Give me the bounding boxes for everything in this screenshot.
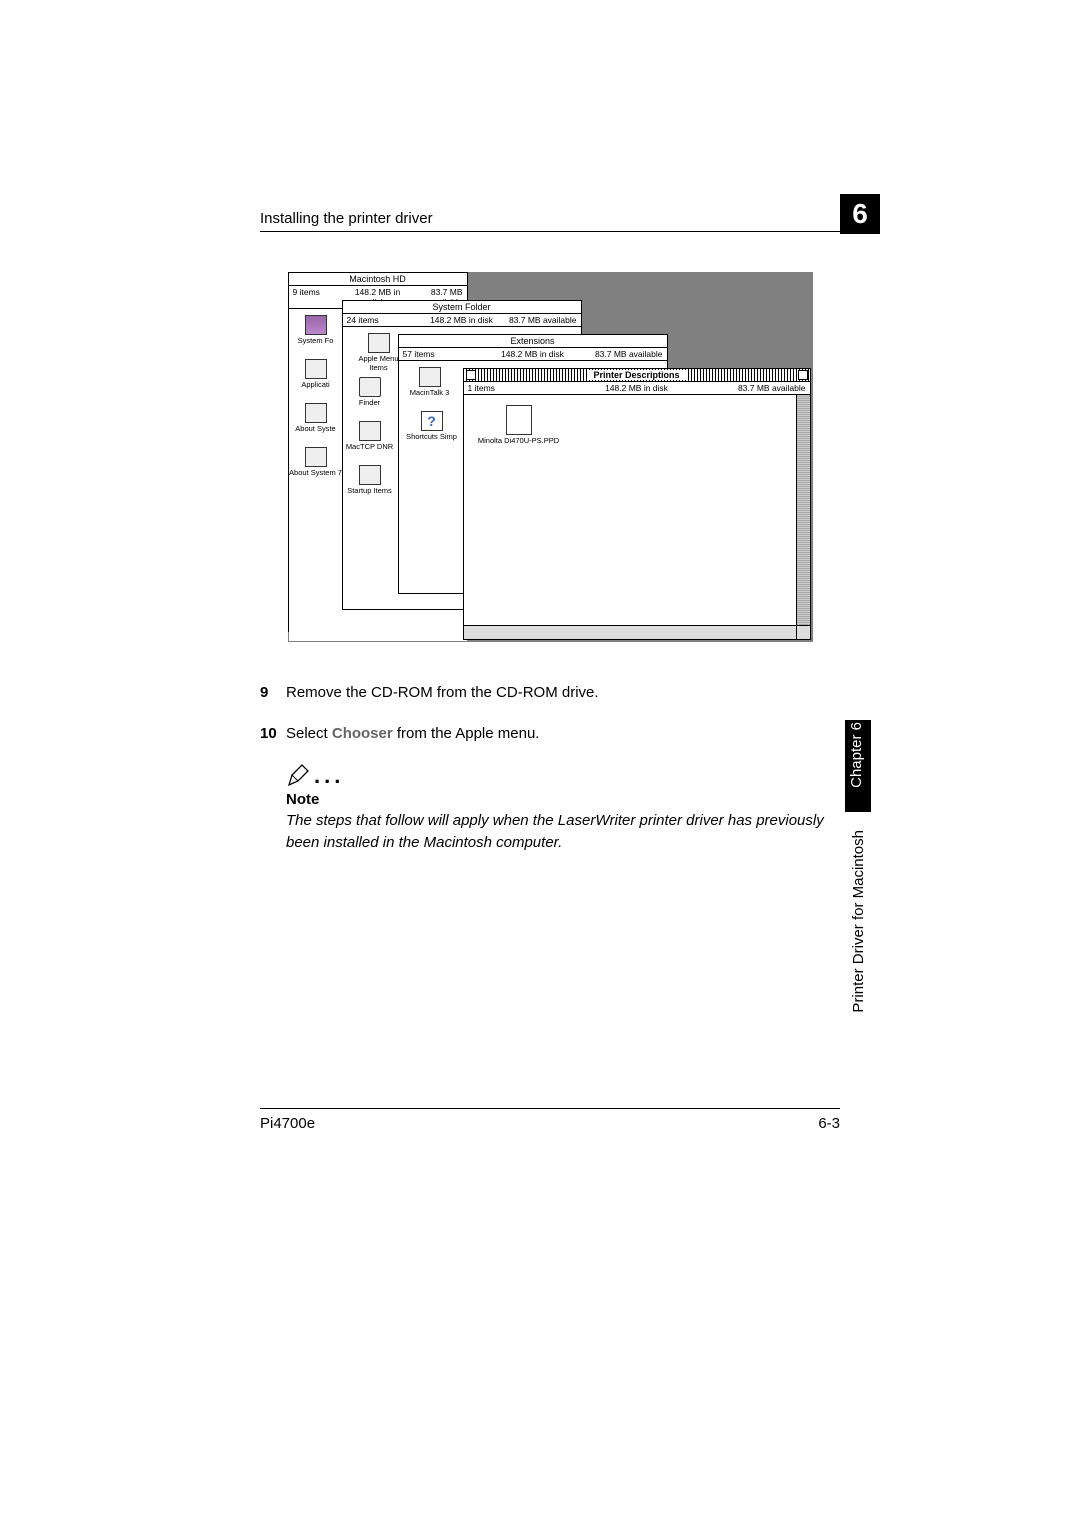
- step-number: 10: [260, 723, 286, 746]
- zoom-box-icon[interactable]: [798, 370, 808, 380]
- note-icon-row: ...: [286, 763, 840, 789]
- file-icon[interactable]: ?Shortcuts Simp: [405, 411, 459, 441]
- folder-icon[interactable]: System Fo: [295, 315, 337, 345]
- window-printer-descriptions: Printer Descriptions 1 items 148.2 MB in…: [463, 368, 811, 640]
- mac-screenshot: Macintosh HD 9 items 148.2 MB in disk 83…: [288, 272, 813, 642]
- resize-handle-icon[interactable]: [796, 625, 810, 639]
- note-block: ... Note The steps that follow will appl…: [286, 763, 840, 854]
- side-section-label: Printer Driver for Macintosh: [850, 830, 867, 1013]
- side-chapter-label: Chapter 6: [848, 722, 865, 788]
- dots-icon: ...: [314, 763, 344, 788]
- scrollbar-horizontal[interactable]: [464, 625, 796, 639]
- step-text: Select Chooser from the Apple menu.: [286, 723, 840, 746]
- folder-icon[interactable]: Applicati: [295, 359, 337, 389]
- window-title: Printer Descriptions: [587, 370, 685, 380]
- page-footer: Pi4700e 6-3: [260, 1108, 840, 1132]
- step-text: Remove the CD-ROM from the CD-ROM drive.: [286, 682, 840, 705]
- window-title: Macintosh HD: [289, 273, 467, 286]
- step-9: 9 Remove the CD-ROM from the CD-ROM driv…: [260, 682, 840, 705]
- window-title: Extensions: [399, 335, 667, 348]
- window-title: System Folder: [343, 301, 581, 314]
- window-status: 1 items 148.2 MB in disk 83.7 MB availab…: [464, 382, 810, 395]
- scrollbar-vertical[interactable]: [796, 395, 810, 625]
- close-box-icon[interactable]: [466, 370, 476, 380]
- note-label: Note: [286, 791, 840, 808]
- folder-icon[interactable]: Startup Items: [345, 465, 395, 495]
- window-status: 24 items 148.2 MB in disk 83.7 MB availa…: [343, 314, 581, 327]
- folder-icon[interactable]: About System 7: [289, 447, 343, 477]
- file-icon[interactable]: MacTCP DNR: [345, 421, 395, 451]
- ppd-file-icon[interactable]: Minolta Di470U-PS.PPD: [474, 405, 564, 445]
- footer-right: 6-3: [818, 1115, 840, 1132]
- file-icon[interactable]: Finder: [349, 377, 391, 407]
- window-title-bar: Printer Descriptions: [464, 369, 810, 382]
- step-number: 9: [260, 682, 286, 705]
- note-text: The steps that follow will apply when th…: [286, 810, 840, 854]
- step-list: 9 Remove the CD-ROM from the CD-ROM driv…: [260, 682, 840, 745]
- step-10: 10 Select Chooser from the Apple menu.: [260, 723, 840, 746]
- file-icon[interactable]: MacinTalk 3: [405, 367, 455, 397]
- folder-icon[interactable]: About Syste: [291, 403, 341, 433]
- header-title: Installing the printer driver: [260, 210, 840, 227]
- chapter-number-box: 6: [840, 194, 880, 234]
- pencil-icon: [286, 763, 312, 789]
- footer-left: Pi4700e: [260, 1115, 315, 1132]
- window-status: 57 items 148.2 MB in disk 83.7 MB availa…: [399, 348, 667, 361]
- page-header: Installing the printer driver 6: [260, 210, 840, 232]
